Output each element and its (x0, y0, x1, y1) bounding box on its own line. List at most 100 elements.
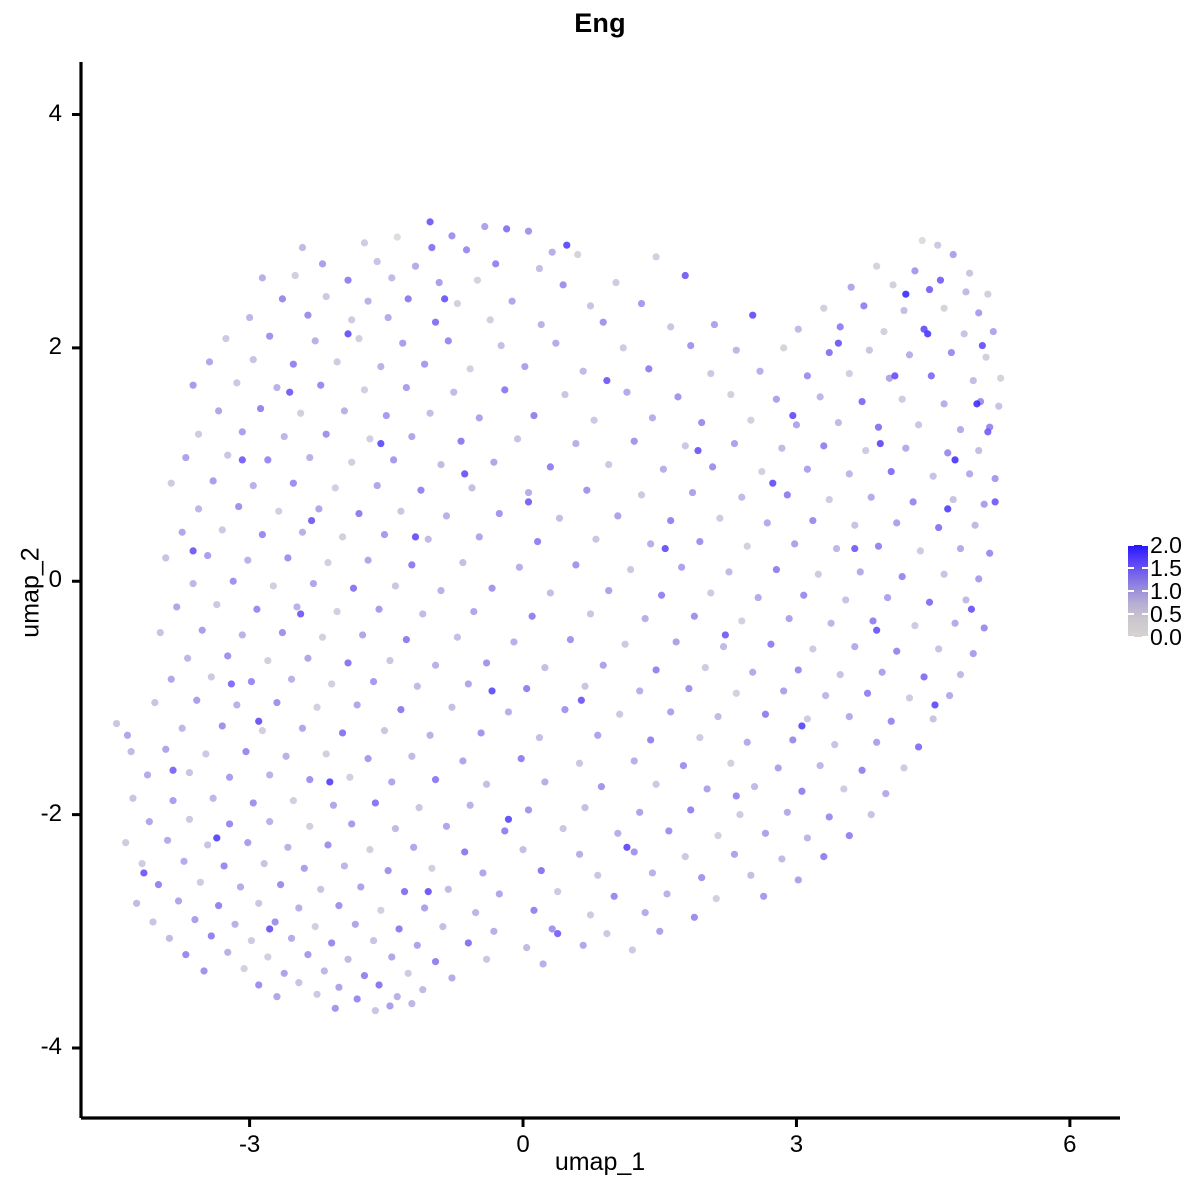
data-point (707, 589, 715, 597)
data-point (200, 967, 208, 975)
data-point (991, 474, 999, 483)
data-point (825, 348, 833, 357)
data-point (599, 318, 607, 326)
colorbar-tick (1128, 544, 1134, 546)
data-point (264, 953, 272, 961)
data-point (233, 701, 241, 709)
data-point (749, 668, 757, 676)
data-point (685, 685, 693, 693)
data-point (867, 811, 875, 819)
data-point (264, 656, 272, 665)
data-point (661, 544, 669, 553)
data-point (411, 262, 420, 270)
data-point (386, 656, 394, 665)
data-point (253, 605, 261, 613)
data-point (780, 687, 788, 695)
data-point (863, 689, 872, 697)
data-point (486, 316, 494, 324)
data-point (883, 593, 892, 602)
data-point (840, 785, 848, 793)
data-point (898, 572, 906, 581)
data-point (340, 862, 348, 870)
data-point (924, 330, 932, 338)
data-point (971, 521, 979, 529)
data-point (851, 642, 859, 651)
data-point (437, 586, 445, 595)
data-point (803, 715, 811, 723)
data-point (453, 299, 462, 308)
data-point (167, 479, 175, 487)
data-point (882, 790, 890, 798)
data-point (481, 222, 489, 231)
data-point (577, 696, 585, 704)
colorbar-tick (1128, 636, 1134, 638)
data-point (716, 514, 724, 522)
data-point (408, 561, 416, 569)
data-point (413, 682, 421, 690)
data-point (273, 383, 281, 392)
data-point (836, 323, 844, 331)
data-point (944, 505, 952, 513)
data-point (196, 878, 204, 886)
data-point (300, 864, 308, 872)
data-point (732, 346, 740, 354)
data-point (947, 348, 955, 357)
y-tick-label: 4 (48, 99, 62, 127)
data-point (329, 801, 338, 809)
data-point (738, 617, 746, 625)
x-tick-label: 0 (516, 1131, 530, 1158)
data-point (338, 729, 347, 737)
data-point (410, 843, 418, 851)
data-point (357, 883, 365, 891)
data-point (231, 920, 239, 928)
data-point (719, 642, 728, 651)
data-point (255, 981, 263, 989)
data-point (940, 400, 948, 408)
data-point (143, 771, 152, 779)
data-point (426, 731, 434, 739)
data-point (825, 495, 833, 504)
data-point (681, 442, 689, 450)
data-point (747, 416, 755, 424)
data-point (335, 983, 343, 991)
data-point (266, 332, 274, 340)
data-point (885, 374, 894, 382)
data-point (962, 288, 970, 296)
data-point (517, 755, 525, 763)
y-tick-label: -4 (40, 1032, 62, 1060)
data-point (244, 556, 252, 564)
x-tick-label: 6 (1063, 1131, 1077, 1158)
data-point (266, 925, 274, 933)
data-point (453, 633, 462, 641)
data-point (402, 383, 410, 392)
data-point (287, 934, 296, 942)
data-point (249, 799, 257, 807)
data-point (320, 967, 328, 975)
y-tick-label: 2 (48, 332, 62, 360)
data-point (548, 925, 556, 933)
data-point (652, 780, 660, 788)
data-point (233, 379, 241, 387)
data-point (191, 916, 199, 924)
data-point (563, 241, 571, 249)
data-point (798, 722, 806, 730)
data-point (229, 577, 237, 585)
data-point (774, 764, 782, 772)
data-point (404, 969, 412, 977)
data-point (207, 932, 215, 940)
data-point (242, 748, 250, 756)
data-point (727, 759, 735, 767)
data-point (760, 892, 768, 900)
data-point (524, 498, 533, 506)
data-point (878, 668, 886, 676)
data-point (956, 544, 965, 553)
colorbar-tick-label: 1.5 (1150, 555, 1182, 581)
data-point (652, 666, 660, 674)
data-point (497, 341, 505, 350)
data-point (822, 692, 830, 700)
colorbar-tick (1142, 567, 1148, 569)
data-point (388, 778, 396, 786)
data-point (304, 311, 312, 319)
data-point (236, 883, 245, 891)
data-point (426, 409, 434, 417)
